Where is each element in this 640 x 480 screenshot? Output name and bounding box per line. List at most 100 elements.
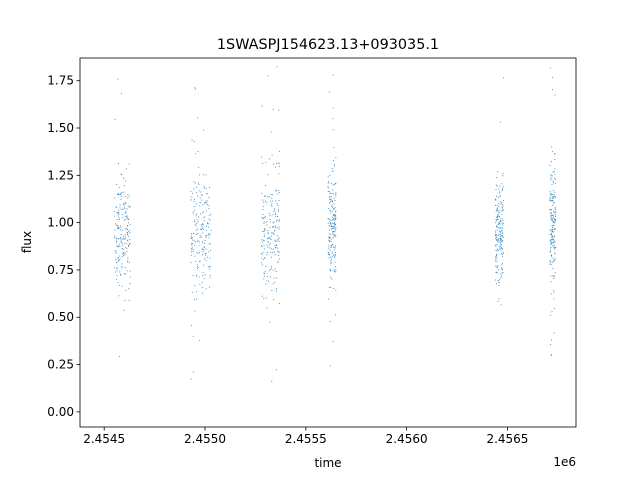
data-point	[550, 216, 552, 218]
data-point	[553, 289, 555, 292]
data-point	[198, 276, 200, 278]
data-point	[497, 204, 499, 207]
data-point	[124, 195, 126, 197]
data-point	[128, 219, 130, 221]
chart-title: 1SWASPJ154623.13+093035.1	[217, 37, 439, 53]
data-point	[267, 196, 269, 198]
data-point	[501, 213, 503, 215]
data-point	[209, 277, 211, 279]
data-point	[328, 196, 330, 198]
data-point	[553, 275, 555, 277]
data-point	[498, 206, 500, 208]
data-point	[114, 118, 116, 120]
data-point	[121, 267, 123, 269]
data-point	[120, 208, 122, 210]
data-point	[277, 250, 279, 252]
data-point	[333, 223, 335, 225]
data-point	[127, 232, 129, 234]
data-point	[329, 202, 331, 204]
data-point	[124, 253, 126, 255]
data-point	[552, 182, 554, 184]
data-point	[330, 234, 332, 236]
data-point	[331, 253, 333, 255]
data-point	[502, 251, 504, 253]
data-point	[332, 107, 334, 109]
data-point	[497, 196, 499, 199]
data-point	[328, 233, 330, 235]
data-point	[497, 223, 499, 225]
data-point	[268, 196, 270, 198]
data-point	[275, 189, 277, 191]
data-point	[199, 260, 201, 262]
data-point	[263, 275, 265, 277]
data-point	[125, 216, 127, 218]
data-point	[500, 304, 502, 306]
data-point	[261, 105, 263, 107]
data-point	[202, 254, 204, 256]
data-point	[198, 241, 200, 243]
data-point	[262, 241, 264, 243]
data-point	[497, 269, 499, 271]
data-point	[120, 198, 122, 200]
data-point	[329, 270, 331, 272]
data-point	[195, 192, 198, 194]
data-point	[550, 239, 552, 241]
data-point	[497, 226, 499, 228]
data-point	[196, 228, 199, 230]
data-point	[329, 219, 331, 221]
data-point	[499, 223, 501, 225]
data-point	[551, 215, 553, 217]
data-point	[495, 239, 497, 241]
data-point	[203, 243, 206, 245]
data-point	[502, 200, 504, 202]
data-point	[122, 235, 124, 237]
data-point	[206, 234, 208, 237]
data-point	[120, 229, 122, 231]
data-point	[499, 185, 501, 187]
data-point	[120, 234, 122, 236]
data-point	[330, 286, 332, 288]
data-point	[272, 283, 274, 285]
data-point	[497, 281, 499, 283]
data-point	[502, 236, 504, 238]
data-point	[499, 240, 501, 242]
data-point	[499, 235, 501, 237]
data-point	[271, 232, 273, 234]
data-point	[550, 247, 552, 249]
data-point	[333, 203, 335, 205]
data-point	[263, 201, 265, 203]
data-point	[201, 212, 203, 214]
data-point	[502, 220, 504, 222]
data-point	[114, 210, 116, 212]
data-point	[335, 218, 337, 220]
data-point	[327, 239, 329, 241]
data-point	[266, 280, 268, 282]
data-point	[331, 228, 333, 230]
data-point	[275, 212, 277, 214]
data-point	[329, 268, 331, 270]
data-point	[124, 236, 126, 238]
data-point	[263, 221, 265, 223]
data-point	[267, 246, 269, 248]
data-point	[328, 190, 330, 192]
data-point	[270, 200, 272, 202]
data-point	[329, 198, 331, 200]
data-point	[190, 378, 192, 380]
data-point	[208, 237, 210, 239]
data-point	[274, 208, 276, 210]
data-point	[199, 213, 201, 215]
data-point	[119, 204, 121, 206]
data-point	[331, 278, 333, 280]
data-point	[195, 260, 197, 262]
data-point	[549, 190, 551, 192]
data-point	[495, 189, 497, 191]
data-point	[195, 225, 197, 227]
data-point	[128, 163, 130, 165]
data-point	[496, 240, 498, 242]
data-point	[550, 264, 552, 266]
data-point	[191, 247, 193, 249]
data-point	[551, 209, 553, 211]
data-point	[118, 213, 120, 215]
data-point	[327, 298, 330, 300]
data-point	[274, 254, 276, 256]
